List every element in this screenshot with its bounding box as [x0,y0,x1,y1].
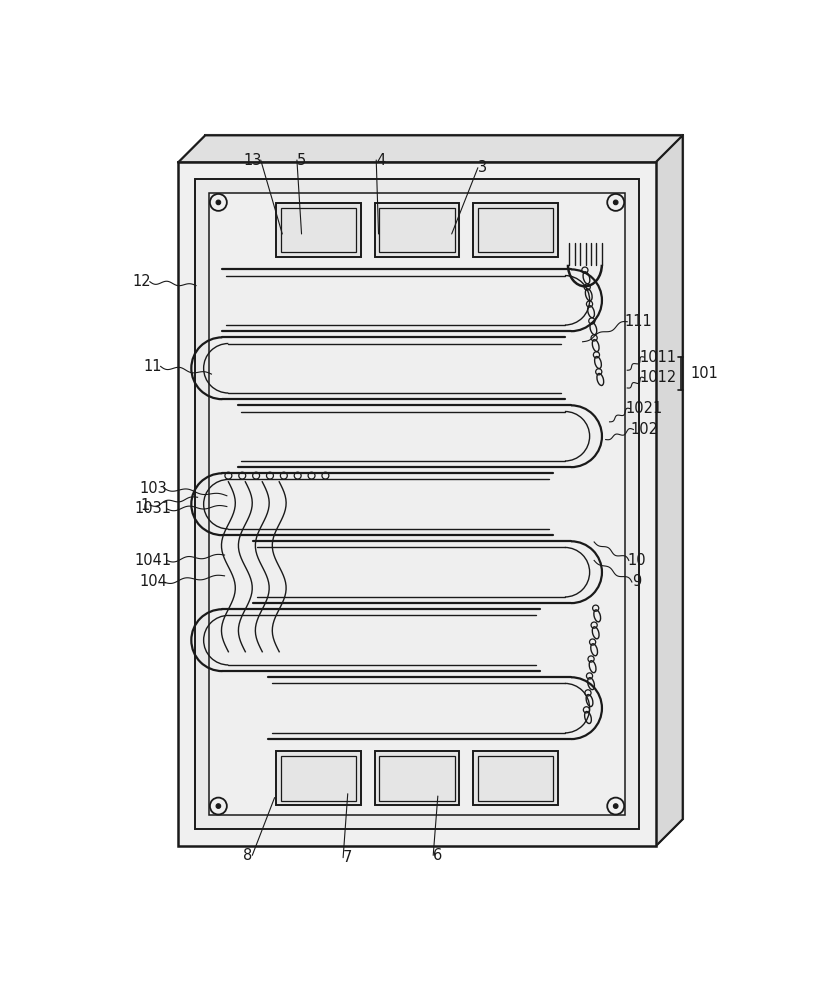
Circle shape [237,771,254,788]
Bar [478,756,554,801]
Circle shape [607,194,625,211]
Text: 4: 4 [376,153,385,168]
Circle shape [614,200,618,205]
Polygon shape [656,135,683,846]
Bar [280,756,356,801]
Text: 1041: 1041 [134,553,172,568]
Polygon shape [178,135,683,162]
Polygon shape [375,203,460,257]
Bar [178,162,656,846]
Bar [196,179,639,829]
Text: 12: 12 [133,274,152,289]
Circle shape [216,200,221,205]
Circle shape [237,167,254,184]
Circle shape [216,804,221,808]
Text: 1021: 1021 [625,401,662,416]
Text: 8: 8 [243,848,252,863]
Circle shape [210,194,227,211]
Polygon shape [276,751,361,805]
Text: 13: 13 [244,153,262,168]
Text: 6: 6 [433,848,442,863]
Text: 11: 11 [144,359,163,374]
Bar [276,203,361,257]
Bar [380,208,455,252]
Bar [375,751,460,805]
Circle shape [634,771,651,788]
Text: 102: 102 [630,422,658,437]
Text: 101: 101 [691,366,719,381]
Text: 3: 3 [478,160,487,175]
Text: 103: 103 [139,481,167,496]
Text: 1012: 1012 [639,370,676,385]
Bar [478,208,554,252]
Polygon shape [375,751,460,805]
Text: 10: 10 [627,553,646,568]
Text: 1011: 1011 [639,350,676,365]
Text: 7: 7 [343,850,352,865]
Text: 1: 1 [140,497,150,512]
Text: 111: 111 [625,314,652,329]
Bar [380,756,455,801]
Bar [210,193,625,815]
Bar [474,203,558,257]
Text: 1031: 1031 [134,501,172,516]
Bar [474,751,558,805]
Bar [280,208,356,252]
Circle shape [210,798,227,815]
Circle shape [634,167,651,184]
Polygon shape [178,162,656,846]
Text: 9: 9 [632,574,641,589]
Text: 5: 5 [297,153,306,168]
Polygon shape [276,203,361,257]
Circle shape [614,804,618,808]
Text: 104: 104 [139,574,167,589]
Bar [375,203,460,257]
Circle shape [607,798,625,815]
Polygon shape [474,203,558,257]
Polygon shape [474,751,558,805]
Bar [276,751,361,805]
